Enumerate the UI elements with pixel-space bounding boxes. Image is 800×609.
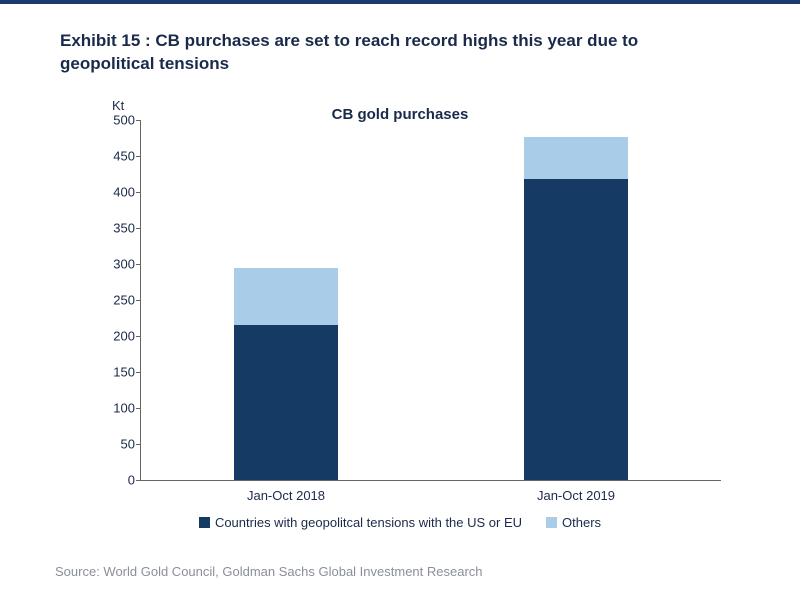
bar-group bbox=[524, 137, 628, 480]
x-tick-label: Jan-Oct 2018 bbox=[186, 488, 386, 503]
bar-segment bbox=[524, 179, 628, 480]
exhibit-title: Exhibit 15 : CB purchases are set to rea… bbox=[60, 30, 730, 76]
y-tick-mark bbox=[136, 156, 141, 157]
y-tick-mark bbox=[136, 372, 141, 373]
bar-group bbox=[234, 268, 338, 480]
legend-item: Countries with geopolitcal tensions with… bbox=[199, 515, 522, 530]
y-tick-label: 50 bbox=[91, 437, 135, 452]
y-tick-mark bbox=[136, 336, 141, 337]
y-tick-mark bbox=[136, 192, 141, 193]
legend-item: Others bbox=[546, 515, 601, 530]
legend-swatch bbox=[546, 517, 557, 528]
top-accent-bar bbox=[0, 0, 800, 4]
bar-segment bbox=[234, 268, 338, 326]
y-tick-mark bbox=[136, 120, 141, 121]
y-tick-label: 200 bbox=[91, 329, 135, 344]
page-root: Exhibit 15 : CB purchases are set to rea… bbox=[0, 0, 800, 609]
y-tick-label: 450 bbox=[91, 149, 135, 164]
y-tick-mark bbox=[136, 408, 141, 409]
y-tick-mark bbox=[136, 228, 141, 229]
y-tick-label: 250 bbox=[91, 293, 135, 308]
y-tick-label: 400 bbox=[91, 185, 135, 200]
source-text: Source: World Gold Council, Goldman Sach… bbox=[55, 564, 483, 579]
legend-swatch bbox=[199, 517, 210, 528]
x-tick-label: Jan-Oct 2019 bbox=[476, 488, 676, 503]
chart-container: Kt CB gold purchases 0501001502002503003… bbox=[60, 100, 740, 530]
y-tick-label: 100 bbox=[91, 401, 135, 416]
legend-label: Countries with geopolitcal tensions with… bbox=[215, 515, 522, 530]
y-tick-mark bbox=[136, 444, 141, 445]
bar-segment bbox=[234, 325, 338, 480]
y-tick-label: 500 bbox=[91, 113, 135, 128]
y-tick-label: 300 bbox=[91, 257, 135, 272]
y-tick-label: 350 bbox=[91, 221, 135, 236]
bar-segment bbox=[524, 137, 628, 179]
plot-area: 050100150200250300350400450500Jan-Oct 20… bbox=[140, 120, 721, 481]
legend: Countries with geopolitcal tensions with… bbox=[60, 515, 740, 530]
y-tick-label: 0 bbox=[91, 473, 135, 488]
legend-label: Others bbox=[562, 515, 601, 530]
y-tick-mark bbox=[136, 480, 141, 481]
y-tick-label: 150 bbox=[91, 365, 135, 380]
y-tick-mark bbox=[136, 264, 141, 265]
y-tick-mark bbox=[136, 300, 141, 301]
